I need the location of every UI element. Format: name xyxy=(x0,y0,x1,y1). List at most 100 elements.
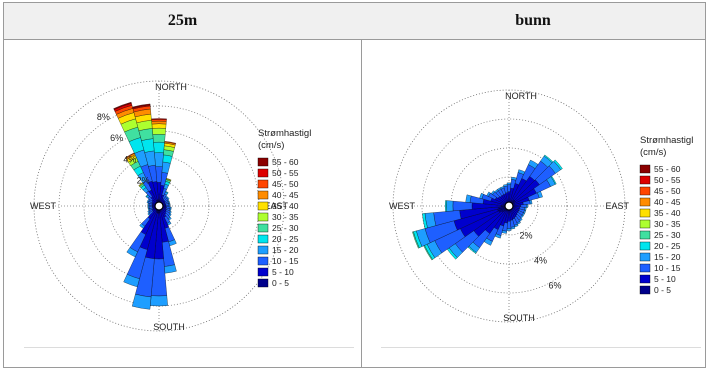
legend-swatch xyxy=(257,190,269,200)
petal-segment xyxy=(151,118,167,120)
petal-segment xyxy=(506,182,512,185)
divider xyxy=(24,347,354,348)
legend-swatch xyxy=(639,219,651,229)
petal-segment xyxy=(445,200,447,212)
petal-segment xyxy=(553,159,563,170)
petal-segment xyxy=(465,194,472,203)
legend-label: 40 - 45 xyxy=(654,197,681,207)
compass-north-label: NORTH xyxy=(505,91,537,101)
ring-label: 4% xyxy=(534,256,547,266)
legend-swatch xyxy=(639,285,651,295)
legend-label: 35 - 40 xyxy=(654,208,681,218)
legend-label: 10 - 15 xyxy=(654,263,681,273)
legend-label: 25 - 30 xyxy=(654,230,681,240)
legend-label: 15 - 20 xyxy=(272,245,299,255)
petal-segment xyxy=(150,295,168,307)
ring-label: 2% xyxy=(519,230,532,240)
compass-south-label: SOUTH xyxy=(503,313,535,323)
panel-bunn: bunn NORTH SOUTH WEST EAST 2% 4% 6% Strømhastig… xyxy=(361,3,705,367)
compass-west-label: WEST xyxy=(30,201,57,211)
legend-label: 10 - 15 xyxy=(272,256,299,266)
legend-swatch xyxy=(257,223,269,233)
legend-swatch xyxy=(257,212,269,222)
compass-north-label: NORTH xyxy=(155,82,187,92)
petal-segment xyxy=(479,192,484,199)
petal-segment xyxy=(537,191,543,199)
legend-label: 20 - 25 xyxy=(654,241,681,251)
legend-swatch xyxy=(257,168,269,178)
petal-segment xyxy=(529,199,533,205)
legend-swatch xyxy=(639,241,651,251)
legend-swatch xyxy=(639,252,651,262)
ring-label: 6% xyxy=(548,281,561,291)
legend-swatch xyxy=(257,234,269,244)
legend-swatch xyxy=(639,197,651,207)
legend-swatch xyxy=(257,278,269,288)
petal-segment xyxy=(152,127,166,135)
legend-label: 0 - 5 xyxy=(654,285,671,295)
legend-label: 55 - 60 xyxy=(272,157,299,167)
compass-south-label: SOUTH xyxy=(153,322,185,332)
rose-chart-bunn: NORTH SOUTH WEST EAST 2% 4% 6% Strømhastigl(cm/… xyxy=(389,89,693,323)
panel-title: 25m xyxy=(4,3,361,40)
petal-segment xyxy=(154,152,164,167)
rose-chart-25m: NORTH SOUTH WEST EAST 2% 4% 6% 8% Strømhastigl(c… xyxy=(30,80,311,332)
petal-segment xyxy=(412,231,420,249)
legend-title: Strømhastigl xyxy=(258,128,311,139)
legend-swatch xyxy=(257,256,269,266)
petal-segment xyxy=(147,206,150,210)
petal-segment xyxy=(151,119,167,122)
legend-title: (cm/s) xyxy=(640,147,666,158)
panel-25m: 25m NORTH SOUTH WEST EAST 2% 4% 6% 8% Strømhasti… xyxy=(4,3,362,367)
petal-segment xyxy=(151,123,167,129)
petal-segment xyxy=(131,294,152,310)
ring-label: 6% xyxy=(110,133,123,143)
petal-segment xyxy=(550,175,557,185)
legend-swatch xyxy=(639,230,651,240)
center-marker xyxy=(154,201,164,211)
panel-title: bunn xyxy=(361,3,705,40)
legend-swatch xyxy=(639,175,651,185)
petal-segment xyxy=(166,196,170,200)
petal-segment xyxy=(526,204,529,208)
petal-segment xyxy=(506,228,512,231)
petal-segment xyxy=(164,141,177,145)
legend-label: 15 - 20 xyxy=(654,252,681,262)
legend-swatch xyxy=(639,274,651,284)
petal-segment xyxy=(168,204,171,208)
legend-swatch xyxy=(257,157,269,167)
legend-swatch xyxy=(257,267,269,277)
legend-swatch xyxy=(257,201,269,211)
petal-segment xyxy=(132,103,151,109)
legend-label: 5 - 10 xyxy=(272,267,294,277)
legend-label: 45 - 50 xyxy=(654,186,681,196)
legend-swatch xyxy=(639,164,651,174)
legend-label: 50 - 55 xyxy=(654,175,681,185)
petal-segment xyxy=(153,141,165,153)
legend-title: (cm/s) xyxy=(258,140,284,151)
petal-segment xyxy=(139,223,146,229)
legend-title: Strømhastigl xyxy=(640,135,693,146)
legend-label: 45 - 50 xyxy=(272,179,299,189)
legend-swatch xyxy=(639,208,651,218)
compass-east-label: EAST xyxy=(264,201,288,211)
petal-segment xyxy=(490,190,496,195)
petal-segment xyxy=(486,191,491,197)
ring-label: 4% xyxy=(123,154,136,164)
petals xyxy=(113,101,177,310)
legend-label: 55 - 60 xyxy=(654,164,681,174)
compass-west-label: WEST xyxy=(389,201,416,211)
legend-swatch xyxy=(257,245,269,255)
petal-segment xyxy=(147,210,150,214)
petal-segment xyxy=(147,204,150,208)
center-marker xyxy=(504,201,514,211)
petal-segment xyxy=(422,213,428,229)
petal-segment xyxy=(152,134,166,143)
petal-segment xyxy=(147,212,151,216)
legend-label: 40 - 45 xyxy=(272,190,299,200)
legend-swatch xyxy=(639,186,651,196)
petal-segment xyxy=(166,178,172,181)
petal-segment xyxy=(151,120,167,125)
